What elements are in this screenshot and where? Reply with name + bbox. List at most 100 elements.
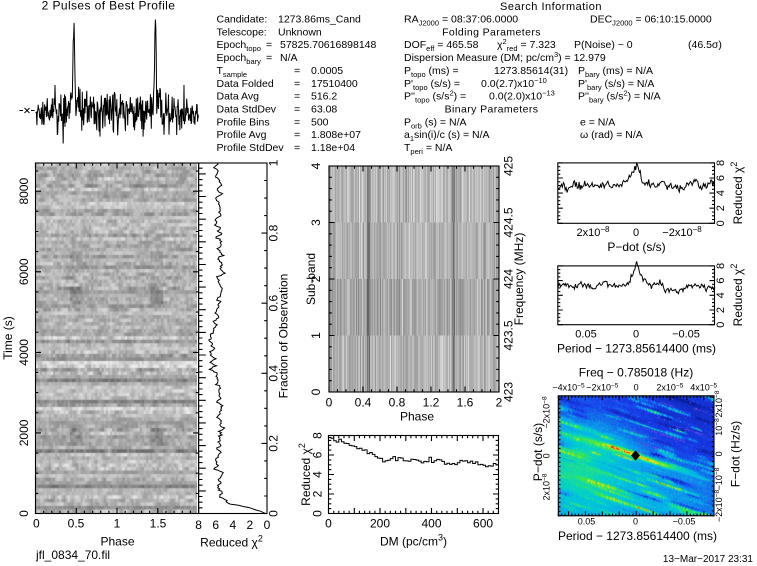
svg-text:(46.5σ): (46.5σ)	[688, 39, 722, 51]
svg-text:1273.86ms_Cand: 1273.86ms_Cand	[278, 14, 361, 26]
svg-text:2x10−8: 2x10−8	[714, 390, 725, 417]
svg-text:17510400: 17510400	[311, 78, 358, 90]
svg-text:0.8: 0.8	[389, 396, 406, 410]
svg-text:Candidate:: Candidate:	[217, 14, 268, 26]
svg-text:−2x10−5: −2x10−5	[586, 382, 619, 393]
svg-text:Time (s): Time (s)	[1, 316, 15, 360]
svg-text:1.5: 1.5	[150, 517, 167, 531]
svg-text:P−dot (s/s): P−dot (s/s)	[531, 423, 545, 481]
svg-text:0.6: 0.6	[267, 295, 281, 312]
svg-text:0: 0	[633, 517, 638, 527]
svg-text:1: 1	[114, 517, 121, 531]
svg-text:13−Mar−2017 23:31: 13−Mar−2017 23:31	[663, 554, 754, 565]
svg-text:Folding Parameters: Folding Parameters	[442, 26, 541, 38]
svg-text:423: 423	[502, 382, 516, 402]
svg-text:1.18e+04: 1.18e+04	[311, 142, 355, 154]
svg-text:=: =	[294, 78, 300, 90]
svg-text:0: 0	[17, 510, 31, 517]
svg-text:0: 0	[264, 518, 271, 532]
svg-text:500: 500	[311, 116, 329, 128]
svg-text:Sub-band: Sub-band	[304, 253, 318, 305]
svg-text:Tsample: Tsample	[217, 65, 248, 79]
svg-text:0.5: 0.5	[68, 517, 85, 531]
svg-text:=: =	[294, 116, 300, 128]
svg-text:0.05: 0.05	[578, 517, 596, 527]
svg-text:2x10−8: 2x10−8	[541, 473, 552, 500]
svg-text:0.0(2.0)x10−13: 0.0(2.0)x10−13	[489, 88, 555, 103]
svg-text:200: 200	[370, 517, 390, 531]
svg-text:Porb (s) = N/A: Porb (s) = N/A	[404, 116, 467, 130]
svg-text:RAJ2000 = 08:37:06.0000: RAJ2000 = 08:37:06.0000	[404, 14, 518, 28]
svg-text:Fraction of Observation: Fraction of Observation	[277, 274, 291, 399]
svg-text:0: 0	[714, 451, 724, 456]
svg-text:N/A: N/A	[280, 52, 298, 64]
svg-text:1.2: 1.2	[423, 396, 440, 410]
svg-text:jfl_0834_70.fil: jfl_0834_70.fil	[35, 548, 110, 562]
svg-text:2 Pulses of Best Profile: 2 Pulses of Best Profile	[42, 0, 176, 13]
svg-text:516.2: 516.2	[311, 91, 337, 103]
svg-text:P−dot (s/s): P−dot (s/s)	[607, 240, 665, 254]
svg-text:Profile Bins: Profile Bins	[217, 116, 270, 128]
svg-text:8: 8	[311, 432, 325, 439]
svg-text:e = N/A: e = N/A	[580, 116, 615, 128]
svg-text:Ptopo (ms) =: Ptopo (ms) =	[404, 65, 459, 79]
svg-text:DOFeff = 465.58: DOFeff = 465.58	[404, 39, 479, 53]
svg-text:Freq − 0.785018 (Hz): Freq − 0.785018 (Hz)	[579, 365, 693, 379]
svg-text:400: 400	[422, 517, 442, 531]
svg-text:−2x10−8: −2x10−8	[714, 490, 725, 523]
svg-text:Dispersion Measure (DM; pc/cm3: Dispersion Measure (DM; pc/cm3) = 12.979	[404, 50, 606, 65]
svg-text:Reduced χ2: Reduced χ2	[729, 162, 745, 225]
svg-text:1273.85614(31): 1273.85614(31)	[494, 65, 568, 77]
svg-text:0: 0	[311, 510, 325, 517]
svg-text:Epochtopo: Epochtopo	[217, 39, 261, 53]
svg-text:600: 600	[473, 517, 493, 531]
svg-text:425: 425	[502, 156, 516, 176]
svg-text:4: 4	[309, 162, 323, 169]
svg-text:Period − 1273.85614400 (ms): Period − 1273.85614400 (ms)	[558, 529, 717, 543]
svg-text:6: 6	[212, 518, 219, 532]
svg-text:2x10−8: 2x10−8	[577, 225, 611, 239]
svg-text:DECJ2000 = 06:10:15.0000: DECJ2000 = 06:10:15.0000	[590, 14, 712, 28]
svg-text:Unknown: Unknown	[278, 26, 322, 38]
svg-text:0.0(2.7)x10−10: 0.0(2.7)x10−10	[481, 75, 547, 90]
svg-text:0: 0	[267, 510, 281, 517]
svg-text:DM (pc/cm3): DM (pc/cm3)	[380, 533, 447, 549]
svg-text:4: 4	[715, 292, 727, 298]
svg-text:8: 8	[195, 518, 202, 532]
svg-text:0: 0	[633, 329, 639, 341]
svg-text:Data StdDev: Data StdDev	[217, 103, 277, 115]
svg-text:57825.70616898148: 57825.70616898148	[280, 39, 377, 51]
svg-text:Frequency (MHz): Frequency (MHz)	[512, 233, 526, 326]
svg-text:4x10−5: 4x10−5	[690, 382, 717, 393]
svg-text:−10−8: −10−8	[714, 467, 725, 490]
svg-text:6: 6	[311, 451, 325, 458]
svg-text:Reduced χ2: Reduced χ2	[297, 443, 313, 506]
svg-text:=: =	[266, 52, 272, 64]
svg-text:Epochbary: Epochbary	[217, 52, 262, 66]
svg-text:Binary Parameters: Binary Parameters	[445, 103, 539, 115]
svg-text:0: 0	[33, 517, 40, 531]
svg-text:4: 4	[715, 190, 727, 196]
svg-text:10−8: 10−8	[714, 418, 725, 436]
svg-text:Tperi = N/A: Tperi = N/A	[404, 142, 452, 156]
svg-text:Phase: Phase	[400, 410, 434, 424]
svg-text:−0.05: −0.05	[672, 329, 700, 341]
svg-text:0.4: 0.4	[267, 365, 281, 382]
svg-text:χ2red = 7.323: χ2red = 7.323	[497, 37, 556, 53]
svg-text:−2x10−8: −2x10−8	[541, 396, 552, 429]
svg-text:0: 0	[542, 453, 552, 458]
svg-text:4: 4	[311, 471, 325, 478]
svg-text:1: 1	[309, 332, 323, 339]
svg-text:2000: 2000	[17, 419, 31, 446]
svg-text:4000: 4000	[17, 339, 31, 366]
svg-text:0: 0	[634, 383, 639, 393]
svg-text:2: 2	[715, 205, 727, 211]
svg-text:6000: 6000	[17, 258, 31, 285]
svg-text:Pbary (ms) = N/A: Pbary (ms) = N/A	[578, 65, 653, 79]
svg-text:8000: 8000	[17, 178, 31, 205]
svg-text:Data Avg: Data Avg	[217, 91, 260, 103]
svg-text:63.08: 63.08	[311, 103, 337, 115]
svg-text:=: =	[294, 65, 300, 77]
svg-text:0.2: 0.2	[267, 435, 281, 452]
svg-text:0: 0	[633, 227, 639, 239]
